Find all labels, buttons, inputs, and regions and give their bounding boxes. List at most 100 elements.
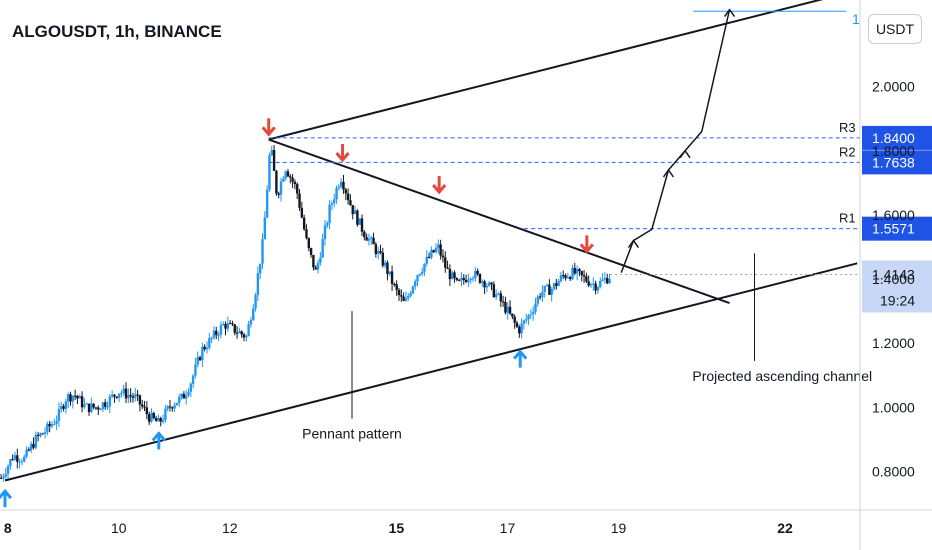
candle-body <box>319 257 322 263</box>
candle-body <box>291 177 294 182</box>
target-marker-label: 1 <box>852 11 860 27</box>
candle-body <box>372 237 375 245</box>
candle-body <box>367 238 371 241</box>
candle-body <box>379 250 382 253</box>
candle-body <box>265 189 269 218</box>
candle-body <box>240 331 243 335</box>
candle-body <box>293 181 297 185</box>
candle-body <box>226 323 230 329</box>
candle-body <box>585 276 588 282</box>
candle-body <box>568 277 572 280</box>
down-arrow-icon-head <box>261 126 276 137</box>
trendlines-layer <box>4 0 858 482</box>
candle-body <box>573 267 577 274</box>
candle-body <box>312 254 315 268</box>
candle-body <box>335 187 338 200</box>
candle-body <box>106 406 109 408</box>
candle-body <box>120 392 123 394</box>
candle-body <box>552 283 556 290</box>
candle-body <box>208 338 211 348</box>
candle-body <box>608 279 611 284</box>
candle-body <box>566 277 570 279</box>
candle-body <box>360 218 364 232</box>
candle-body <box>494 293 498 298</box>
candle-body <box>538 296 542 298</box>
trendline <box>268 0 824 141</box>
candle-body <box>518 326 521 334</box>
candle-body <box>272 149 276 171</box>
candle-body <box>284 171 287 179</box>
candle-body <box>184 395 188 399</box>
candle-body <box>580 271 583 276</box>
candle-body <box>582 275 586 277</box>
candle-body <box>60 406 63 409</box>
y-tick-label: 2.0000 <box>872 79 915 95</box>
candle-body <box>66 394 70 402</box>
candle-body <box>601 279 604 281</box>
candle-body <box>147 414 151 422</box>
candle-body <box>439 244 442 256</box>
candle-body <box>430 250 433 258</box>
y-tick-label: 1.4000 <box>872 271 915 287</box>
y-tick-label: 1.0000 <box>872 399 915 415</box>
candle-body <box>513 316 516 323</box>
candle-body <box>55 420 58 424</box>
level-value: 1.7638 <box>872 154 915 170</box>
candle-body <box>515 322 519 327</box>
candle-body <box>346 193 350 201</box>
candle-body <box>499 293 502 302</box>
candle-body <box>409 293 412 296</box>
candle-body <box>43 432 47 434</box>
candle-body <box>497 293 500 295</box>
level-name: R2 <box>839 144 856 159</box>
candle-body <box>423 263 426 272</box>
candle-body <box>469 278 472 280</box>
down-arrow-icon-head <box>335 151 350 163</box>
candle-body <box>467 279 470 283</box>
candle-body <box>599 280 602 288</box>
candle-body <box>6 466 10 475</box>
y-tick-label: 0.8000 <box>872 464 915 480</box>
candle-body <box>557 281 560 286</box>
candle-body <box>46 423 49 433</box>
candle-body <box>596 287 600 291</box>
candle-body <box>13 455 17 460</box>
candle-body <box>388 271 391 274</box>
currency-button[interactable]: USDT <box>868 14 922 44</box>
candle-body <box>247 324 250 336</box>
current-price-tag <box>862 260 932 313</box>
candle-body <box>242 334 246 338</box>
up-arrow-icon-head <box>513 349 528 360</box>
candle-body <box>191 375 195 384</box>
candle-body <box>104 402 107 407</box>
candle-body <box>117 393 121 398</box>
candle-body <box>23 456 26 462</box>
candle-body <box>178 397 181 403</box>
down-arrow-icon-head <box>432 184 447 195</box>
candle-body <box>138 395 142 405</box>
candle-body <box>159 417 162 422</box>
x-tick-label: 17 <box>500 520 516 536</box>
candle-body <box>400 295 403 297</box>
trendline <box>268 138 730 305</box>
candle-body <box>27 449 31 451</box>
candle-body <box>279 181 283 195</box>
candle-body <box>152 412 155 419</box>
candle-body <box>194 364 197 376</box>
candle-body <box>418 273 422 276</box>
annotations-layer: Pennant pattern Projected ascending chann… <box>302 253 872 442</box>
candle-body <box>180 393 183 398</box>
candle-body <box>201 346 204 361</box>
candle-body <box>492 284 496 298</box>
candle-body <box>541 291 544 297</box>
candle-body <box>20 461 24 463</box>
candle-body <box>18 461 21 463</box>
candle-body <box>196 357 199 365</box>
candle-body <box>11 459 14 461</box>
candle-body <box>150 412 153 422</box>
candle-body <box>270 149 273 156</box>
candle-body <box>446 267 449 269</box>
candle-body <box>231 323 234 325</box>
